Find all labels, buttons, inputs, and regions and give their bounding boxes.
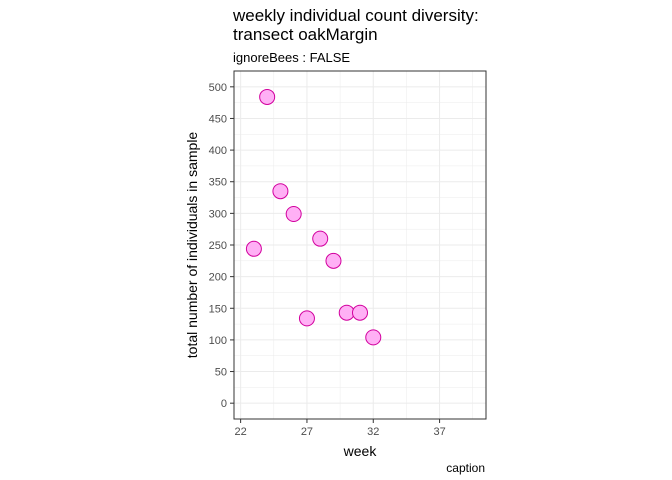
data-point: [338, 304, 355, 321]
y-tick-label: 200: [209, 272, 227, 284]
data-point: [352, 304, 368, 321]
y-tick-label: 250: [209, 240, 227, 252]
x-tick-label: 27: [301, 426, 313, 438]
chart-title-line-2: transect oakMargin: [233, 25, 378, 44]
data-point: [312, 230, 329, 247]
data-points: [245, 88, 382, 346]
data-point: [365, 329, 382, 346]
x-axis-title: week: [343, 443, 378, 459]
x-tick-label: 32: [367, 426, 379, 438]
y-tick-label: 50: [215, 367, 227, 379]
axis-ticks: 22 27 32 37 0 50 100 150 200 250 300 350 400 450 500: [209, 82, 446, 438]
data-point: [298, 310, 315, 327]
x-tick-label: 37: [433, 426, 445, 438]
data-point: [272, 183, 289, 200]
y-tick-label: 0: [221, 398, 227, 410]
chart-title-line-1: weekly individual count diversity:: [232, 6, 479, 25]
data-point: [245, 240, 262, 257]
y-tick-label: 100: [209, 335, 227, 347]
y-tick-label: 300: [209, 208, 227, 220]
data-point: [259, 88, 276, 105]
chart-caption: caption: [446, 461, 485, 475]
data-point: [325, 252, 342, 269]
y-axis-title: total number of individuals in sample: [184, 132, 200, 359]
y-tick-label: 350: [209, 177, 227, 189]
y-tick-label: 500: [209, 82, 227, 94]
y-tick-label: 400: [209, 145, 227, 157]
y-tick-label: 150: [209, 303, 227, 315]
chart-subtitle: ignoreBees : FALSE: [233, 50, 350, 65]
y-tick-label: 450: [209, 113, 227, 125]
x-tick-label: 22: [235, 426, 247, 438]
data-point: [285, 205, 302, 222]
grid-lines: [234, 70, 486, 419]
